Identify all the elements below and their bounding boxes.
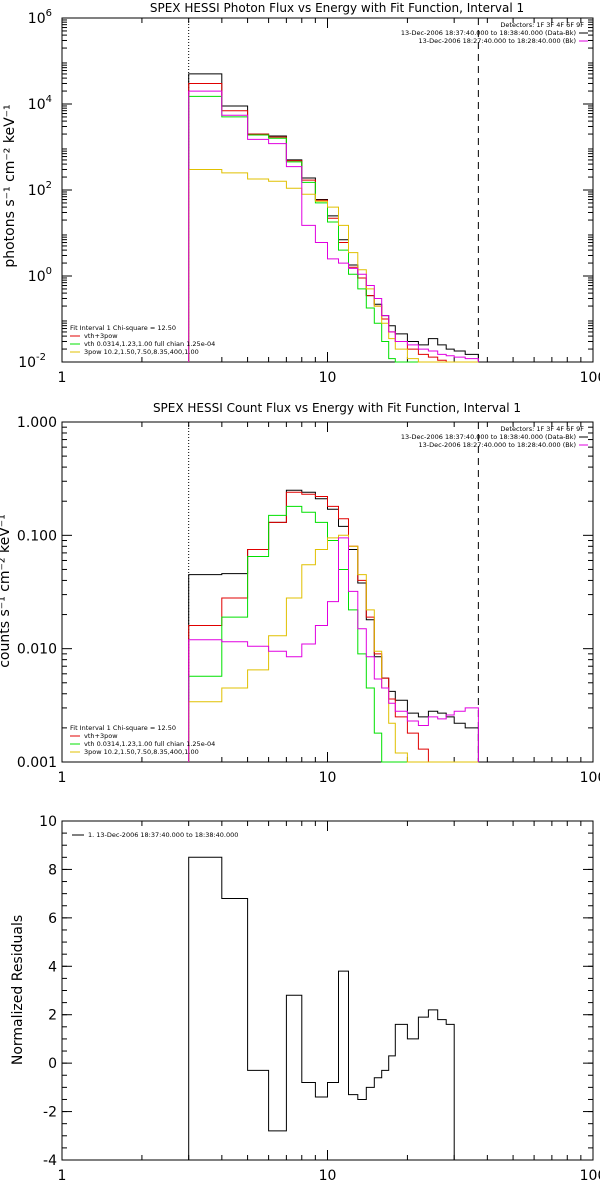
resid-y-tick-label: 4 xyxy=(48,959,57,975)
photon-series-4-histogram xyxy=(188,90,479,362)
photon-y-tick-exponent: 2 xyxy=(46,180,52,191)
resid-x-tick-label: 10 xyxy=(319,1168,337,1184)
photon-y-tick-label: 100 xyxy=(28,266,52,285)
photon-y-tick-exponent: 6 xyxy=(46,8,52,19)
count-y-tick-label: 1.000 xyxy=(17,415,57,431)
count-flux-plot: SPEX HESSI Count Flux vs Energy with Fit… xyxy=(0,401,521,668)
count-plot-ylabel: counts s⁻¹ cm⁻² keV⁻¹ xyxy=(0,514,13,668)
photon-legend-entry: 13-Dec-2006 18:37:40.000 to 18:38:40.000… xyxy=(401,29,576,37)
resid-y-tick-label: 10 xyxy=(39,814,57,830)
photon-legend-entry: vth 0.0314,1.23,1.00 full chian 1.25e-04 xyxy=(84,340,215,348)
resid-series-0-histogram xyxy=(188,856,455,1160)
residuals-plot-ylabel: Normalized Residuals xyxy=(10,915,26,1065)
photon-series-3-histogram xyxy=(188,169,479,363)
resid-y-tick-label: -4 xyxy=(43,1153,57,1169)
count-series-3-histogram xyxy=(188,534,479,763)
resid-x-tick-label: 100 xyxy=(580,1168,600,1184)
count-x-tick-label: 1 xyxy=(58,770,67,786)
photon-legend-detectors: Detectors: 1F 3F 4F 6F 9F xyxy=(500,21,584,29)
resid-y-tick-label: 6 xyxy=(48,911,57,927)
count-legend-entry: 3pow 10.2,1.50,7.50,8.35,400,1.00 xyxy=(84,748,199,756)
count-series-4-histogram xyxy=(188,537,479,762)
resid-axes-frame xyxy=(61,820,594,1161)
photon-legend-entry: 3pow 10.2,1.50,7.50,8.35,400,1.00 xyxy=(84,348,199,356)
photon-series-2-histogram xyxy=(188,95,479,363)
resid-y-tick-label: -2 xyxy=(43,1105,57,1121)
photon-legend-entry: vth+3pow xyxy=(84,332,118,340)
count-legend-fit-header: Fit Interval 1 Chi-square = 12.50 xyxy=(70,724,176,732)
count-series-1-histogram xyxy=(188,491,479,763)
count-legend-entry: 13-Dec-2006 18:37:40.000 to 18:38:40.000… xyxy=(401,433,576,441)
photon-legend-entry: 13-Dec-2006 18:27:40.000 to 18:28:40.000… xyxy=(419,37,577,45)
photon-y-tick-label: 10-2 xyxy=(18,352,46,371)
photon-flux-plot: SPEX HESSI Photon Flux vs Energy with Fi… xyxy=(2,1,524,268)
residuals-plot: Normalized Residuals xyxy=(10,915,26,1065)
count-legend-entry: vth+3pow xyxy=(84,732,118,740)
count-legend-entry: 13-Dec-2006 18:27:40.000 to 18:28:40.000… xyxy=(419,441,577,449)
resid-plot-body: 1 10 100 -4 -2 0 2 4 6 8 10 1. 13-Dec-2006 18:37:40… xyxy=(39,814,600,1184)
photon-plot-title: SPEX HESSI Photon Flux vs Energy with Fi… xyxy=(150,1,524,15)
photon-y-tick-label: 102 xyxy=(28,180,52,199)
photon-y-tick-label: 106 xyxy=(28,8,52,27)
count-series-0-histogram xyxy=(188,489,479,762)
photon-y-tick-label: 104 xyxy=(28,94,52,113)
photon-plot-ylabel: photons s⁻¹ cm⁻² keV⁻¹ xyxy=(2,104,18,267)
photon-axes-frame xyxy=(61,17,594,363)
resid-x-tick-label: 1 xyxy=(58,1168,67,1184)
count-plot-body: 1 10 100 0.001 0.010 0.100 1.000 Detectors: 1F … xyxy=(17,415,600,786)
count-series-2-histogram xyxy=(188,505,479,763)
count-plot-title: SPEX HESSI Count Flux vs Energy with Fit… xyxy=(153,401,521,415)
count-legend-detectors: Detectors: 1F 3F 4F 6F 9F xyxy=(500,425,584,433)
count-y-tick-label: 0.001 xyxy=(17,755,57,771)
photon-x-tick-label: 100 xyxy=(580,370,600,386)
count-y-tick-label: 0.010 xyxy=(17,642,57,658)
count-x-tick-label: 10 xyxy=(319,770,337,786)
count-y-tick-label: 0.100 xyxy=(17,528,57,544)
photon-x-tick-label: 1 xyxy=(58,370,67,386)
photon-legend-fit-header: Fit Interval 1 Chi-square = 12.50 xyxy=(70,324,176,332)
photon-series-1-histogram xyxy=(188,83,479,363)
resid-legend-entry: 1. 13-Dec-2006 18:37:40.000 to 18:38:40.… xyxy=(88,831,238,839)
photon-y-tick-exponent: 4 xyxy=(46,94,52,105)
count-x-tick-label: 100 xyxy=(580,770,600,786)
resid-y-tick-label: 2 xyxy=(48,1008,57,1024)
photon-plot-body: 1 10 100 10-2 100 102 104 106 Detectors: 1F 3F 4… xyxy=(18,8,600,386)
count-axes-frame xyxy=(61,421,594,763)
photon-x-tick-label: 10 xyxy=(319,370,337,386)
resid-y-tick-label: 0 xyxy=(48,1056,57,1072)
resid-y-tick-label: 8 xyxy=(48,862,57,878)
count-legend-entry: vth 0.0314,1.23,1.00 full chian 1.25e-04 xyxy=(84,740,215,748)
photon-y-tick-exponent: 0 xyxy=(46,266,52,277)
photon-y-tick-exponent: -2 xyxy=(36,352,46,363)
